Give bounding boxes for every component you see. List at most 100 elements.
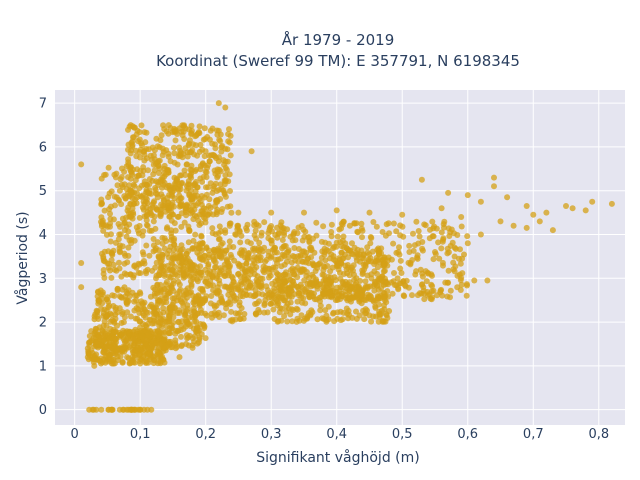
data-point (136, 230, 142, 237)
data-point (354, 228, 361, 235)
data-point (390, 240, 397, 247)
data-point (120, 329, 127, 336)
data-point (293, 318, 300, 325)
data-point (190, 299, 197, 306)
data-point (197, 166, 204, 173)
data-point (205, 263, 212, 270)
data-point (218, 209, 225, 215)
data-point (175, 181, 182, 188)
y-tick-label: 3 (39, 272, 47, 287)
data-point (210, 256, 217, 263)
data-point (274, 291, 281, 298)
data-point (101, 172, 108, 178)
data-point (172, 227, 179, 234)
data-point (141, 258, 147, 264)
data-point (444, 293, 451, 300)
data-point (165, 150, 172, 157)
data-point (104, 294, 111, 301)
data-point (510, 222, 517, 229)
data-point (243, 225, 250, 231)
data-point (112, 202, 118, 209)
data-point (358, 220, 365, 227)
data-point (397, 257, 404, 264)
data-point (208, 293, 215, 299)
data-point (429, 283, 436, 289)
data-point (274, 224, 280, 231)
data-point (463, 281, 470, 288)
data-point (131, 298, 138, 305)
data-point (100, 333, 107, 340)
data-point (376, 311, 383, 318)
data-point (137, 290, 144, 297)
data-point (223, 247, 230, 254)
data-point (374, 264, 381, 271)
data-point (171, 246, 177, 253)
data-point (99, 327, 105, 334)
data-point (457, 287, 464, 293)
data-point (325, 240, 332, 247)
data-point (138, 122, 145, 129)
data-point (406, 242, 413, 249)
data-point (126, 328, 133, 335)
data-point (100, 255, 107, 262)
data-point (214, 289, 220, 296)
data-point (207, 300, 214, 307)
data-point (440, 262, 446, 269)
data-point (203, 275, 210, 282)
data-point (120, 319, 127, 326)
x-tick-label: 0,5 (392, 427, 413, 442)
data-point (272, 278, 279, 285)
data-point (169, 266, 176, 273)
data-point (324, 285, 331, 292)
data-point (458, 214, 465, 220)
data-point (190, 237, 197, 244)
data-point (393, 228, 400, 235)
data-point (281, 243, 288, 249)
data-point (184, 201, 190, 208)
data-point (153, 135, 160, 142)
data-point (338, 220, 345, 227)
x-tick-label: 0,4 (326, 427, 347, 442)
data-point (379, 229, 386, 235)
data-point (169, 285, 175, 292)
data-point (284, 300, 291, 307)
data-point (183, 332, 190, 339)
data-point (321, 251, 328, 258)
data-point (199, 208, 206, 215)
data-point (242, 271, 248, 278)
data-point (207, 282, 214, 289)
data-point (100, 267, 107, 273)
data-point (271, 249, 278, 256)
data-point (458, 223, 465, 230)
data-point (420, 287, 427, 294)
data-point (197, 175, 204, 182)
data-point (114, 287, 121, 294)
data-point (227, 203, 234, 210)
data-point (436, 255, 443, 262)
data-point (158, 191, 165, 198)
data-point (317, 302, 324, 309)
data-point (107, 267, 113, 274)
data-point (384, 315, 391, 321)
data-point (569, 205, 576, 212)
data-point (89, 406, 96, 413)
data-point (323, 247, 330, 253)
data-point (159, 234, 166, 241)
data-point (158, 262, 165, 269)
data-point (184, 153, 191, 160)
data-point (430, 256, 437, 263)
data-point (247, 292, 254, 299)
data-point (115, 357, 121, 364)
data-point (109, 292, 116, 299)
data-point (353, 315, 360, 322)
data-point (226, 220, 233, 227)
data-point (260, 263, 267, 270)
data-point (438, 229, 445, 236)
data-point (84, 354, 91, 361)
data-point (320, 290, 327, 297)
data-point (216, 223, 223, 230)
data-point (323, 318, 330, 325)
data-point (384, 262, 391, 269)
data-point (272, 264, 279, 271)
data-point (228, 286, 235, 293)
